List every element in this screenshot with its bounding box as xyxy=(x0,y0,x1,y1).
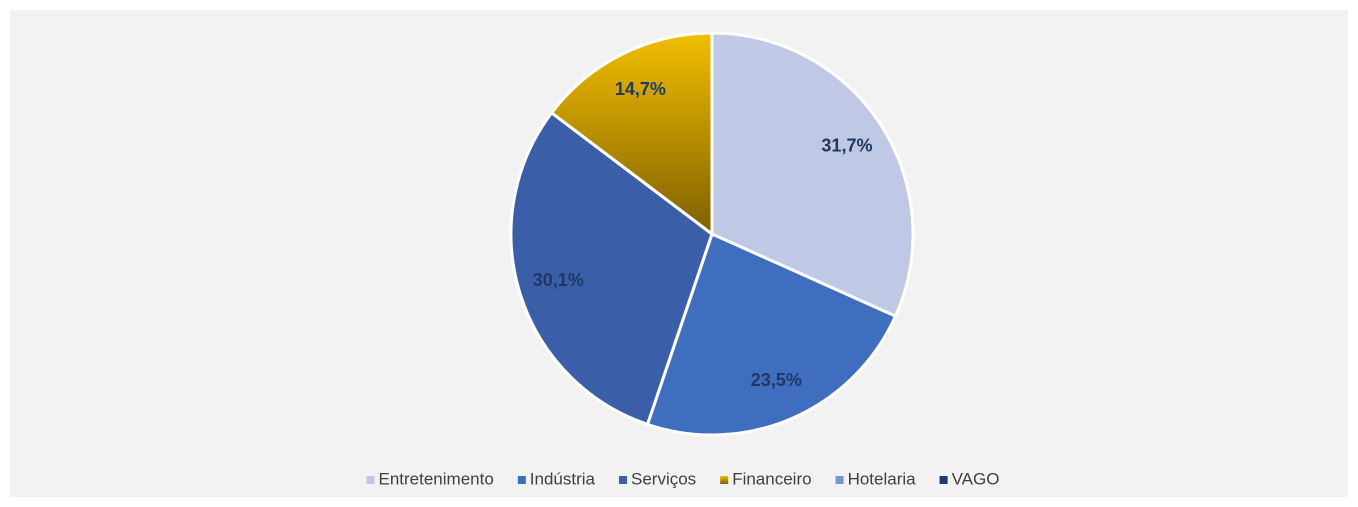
data-label: 31,7% xyxy=(821,135,872,155)
pie-slice xyxy=(710,31,915,319)
legend-marker xyxy=(835,476,844,484)
legend-label: Serviços xyxy=(631,469,696,488)
legend-marker xyxy=(517,476,526,484)
legend-marker xyxy=(619,476,628,484)
legend-marker xyxy=(939,476,948,484)
legend-label: Indústria xyxy=(530,469,596,488)
pie-slice xyxy=(549,31,714,238)
legend-label: Hotelaria xyxy=(848,469,917,488)
legend-label: Financeiro xyxy=(732,469,811,488)
pie-slice xyxy=(509,110,714,427)
data-label: 23,5% xyxy=(751,370,802,390)
data-label: 30,1% xyxy=(533,270,584,290)
legend-label: Entretenimento xyxy=(379,469,494,488)
pie-slice xyxy=(645,231,898,437)
legend-label: VAGO xyxy=(952,469,1000,488)
data-label: 14,7% xyxy=(615,79,666,99)
legend-marker xyxy=(720,476,729,484)
legend-marker xyxy=(366,476,375,484)
